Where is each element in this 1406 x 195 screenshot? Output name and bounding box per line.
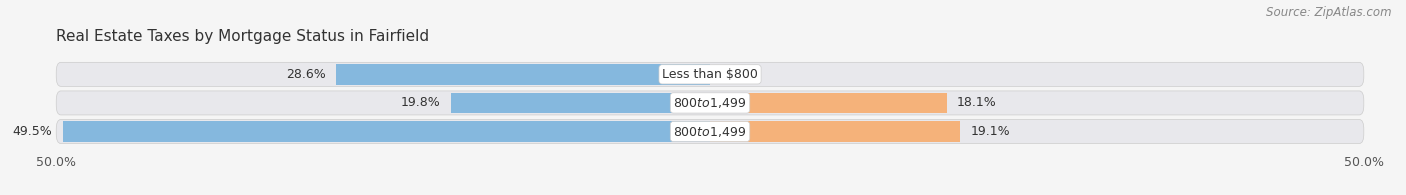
FancyBboxPatch shape xyxy=(56,120,1364,144)
Text: 19.1%: 19.1% xyxy=(970,125,1010,138)
Text: 19.8%: 19.8% xyxy=(401,97,440,109)
Text: Real Estate Taxes by Mortgage Status in Fairfield: Real Estate Taxes by Mortgage Status in … xyxy=(56,29,429,44)
Text: $800 to $1,499: $800 to $1,499 xyxy=(673,96,747,110)
Bar xyxy=(710,93,946,113)
Text: Less than $800: Less than $800 xyxy=(662,68,758,81)
Text: $800 to $1,499: $800 to $1,499 xyxy=(673,125,747,138)
Text: 28.6%: 28.6% xyxy=(285,68,326,81)
Bar xyxy=(710,121,960,142)
Text: 49.5%: 49.5% xyxy=(13,125,52,138)
FancyBboxPatch shape xyxy=(56,91,1364,115)
Bar xyxy=(63,121,710,142)
Text: 0.0%: 0.0% xyxy=(720,68,752,81)
Text: 18.1%: 18.1% xyxy=(957,97,997,109)
Bar xyxy=(336,64,710,85)
FancyBboxPatch shape xyxy=(56,62,1364,86)
Bar xyxy=(451,93,710,113)
Text: Source: ZipAtlas.com: Source: ZipAtlas.com xyxy=(1267,6,1392,19)
